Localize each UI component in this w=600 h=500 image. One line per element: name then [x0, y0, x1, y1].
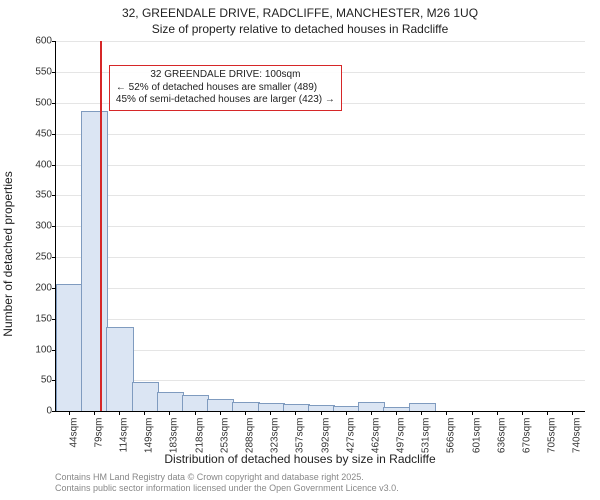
- gridline: [56, 41, 585, 42]
- histogram-bar: [333, 406, 360, 411]
- title-line-1: 32, GREENDALE DRIVE, RADCLIFFE, MANCHEST…: [0, 6, 600, 22]
- histogram-bar: [308, 405, 335, 411]
- ytick-label: 450: [35, 128, 56, 139]
- xtick-mark: [195, 411, 196, 415]
- xtick-label: 392sqm: [318, 418, 331, 454]
- xtick-mark: [572, 411, 573, 415]
- xtick-label: 566sqm: [444, 418, 457, 454]
- xtick-mark: [69, 411, 70, 415]
- histogram-bar: [258, 403, 285, 411]
- xtick-mark: [371, 411, 372, 415]
- histogram-bar: [157, 392, 184, 412]
- gridline: [56, 319, 585, 320]
- histogram-bar: [383, 407, 410, 412]
- histogram-bar: [132, 382, 159, 411]
- highlight-line: [100, 41, 102, 411]
- annotation-line: 45% of semi-detached houses are larger (…: [116, 94, 335, 107]
- histogram-bar: [232, 402, 259, 412]
- xtick-label: 114sqm: [116, 418, 129, 453]
- xtick-label: 44sqm: [66, 418, 79, 448]
- xtick-label: 531sqm: [419, 418, 432, 454]
- xtick-label: 670sqm: [520, 418, 533, 454]
- xtick-label: 636sqm: [494, 418, 507, 454]
- ytick-label: 150: [35, 313, 56, 324]
- ytick-label: 100: [35, 344, 56, 355]
- ytick-label: 0: [46, 406, 56, 417]
- xtick-mark: [522, 411, 523, 415]
- annotation-box: 32 GREENDALE DRIVE: 100sqm← 52% of detac…: [109, 65, 342, 111]
- title-line-2: Size of property relative to detached ho…: [0, 22, 600, 38]
- xtick-mark: [547, 411, 548, 415]
- footer-line-2: Contains public sector information licen…: [55, 483, 600, 494]
- plot-area: 05010015020025030035040045050055060044sq…: [55, 41, 585, 412]
- x-axis-label: Distribution of detached houses by size …: [0, 452, 600, 466]
- xtick-label: 740sqm: [570, 418, 583, 454]
- xtick-label: 79sqm: [91, 418, 104, 448]
- gridline: [56, 195, 585, 196]
- xtick-mark: [421, 411, 422, 415]
- ytick-label: 50: [41, 375, 56, 386]
- y-axis-label: Number of detached properties: [1, 171, 15, 336]
- xtick-mark: [94, 411, 95, 415]
- ytick-label: 200: [35, 282, 56, 293]
- gridline: [56, 350, 585, 351]
- ytick-label: 350: [35, 190, 56, 201]
- xtick-label: 218sqm: [192, 418, 205, 454]
- xtick-mark: [346, 411, 347, 415]
- footer-line-1: Contains HM Land Registry data © Crown c…: [55, 472, 600, 483]
- xtick-label: 253sqm: [217, 418, 230, 454]
- xtick-mark: [245, 411, 246, 415]
- xtick-mark: [396, 411, 397, 415]
- footer: Contains HM Land Registry data © Crown c…: [55, 472, 600, 495]
- title-block: 32, GREENDALE DRIVE, RADCLIFFE, MANCHEST…: [0, 0, 600, 41]
- xtick-mark: [472, 411, 473, 415]
- histogram-bar: [106, 327, 133, 411]
- ytick-label: 550: [35, 67, 56, 78]
- histogram-bar: [56, 284, 83, 411]
- xtick-mark: [497, 411, 498, 415]
- xtick-label: 149sqm: [142, 418, 155, 454]
- xtick-label: 497sqm: [394, 418, 407, 454]
- xtick-label: 427sqm: [343, 418, 356, 454]
- xtick-label: 705sqm: [545, 418, 558, 454]
- chart-container: 32, GREENDALE DRIVE, RADCLIFFE, MANCHEST…: [0, 0, 600, 500]
- gridline: [56, 226, 585, 227]
- ytick-label: 300: [35, 221, 56, 232]
- xtick-mark: [295, 411, 296, 415]
- histogram-bar: [409, 403, 436, 411]
- xtick-mark: [144, 411, 145, 415]
- xtick-label: 183sqm: [167, 418, 180, 454]
- histogram-bar: [207, 399, 234, 411]
- ytick-label: 250: [35, 252, 56, 263]
- xtick-mark: [220, 411, 221, 415]
- gridline: [56, 165, 585, 166]
- annotation-line: ← 52% of detached houses are smaller (48…: [116, 82, 335, 95]
- xtick-label: 462sqm: [368, 418, 381, 454]
- gridline: [56, 380, 585, 381]
- histogram-bar: [283, 404, 310, 411]
- xtick-mark: [321, 411, 322, 415]
- xtick-mark: [270, 411, 271, 415]
- histogram-bar: [358, 402, 385, 412]
- xtick-mark: [169, 411, 170, 415]
- xtick-label: 323sqm: [268, 418, 281, 454]
- histogram-bar: [81, 111, 108, 411]
- gridline: [56, 257, 585, 258]
- ytick-label: 400: [35, 159, 56, 170]
- gridline: [56, 134, 585, 135]
- gridline: [56, 288, 585, 289]
- xtick-label: 601sqm: [469, 418, 482, 454]
- ytick-label: 500: [35, 97, 56, 108]
- xtick-mark: [446, 411, 447, 415]
- xtick-label: 357sqm: [293, 418, 306, 454]
- annotation-line: 32 GREENDALE DRIVE: 100sqm: [116, 69, 335, 82]
- histogram-bar: [182, 395, 209, 411]
- xtick-label: 288sqm: [242, 418, 255, 454]
- ytick-label: 600: [35, 36, 56, 47]
- xtick-mark: [119, 411, 120, 415]
